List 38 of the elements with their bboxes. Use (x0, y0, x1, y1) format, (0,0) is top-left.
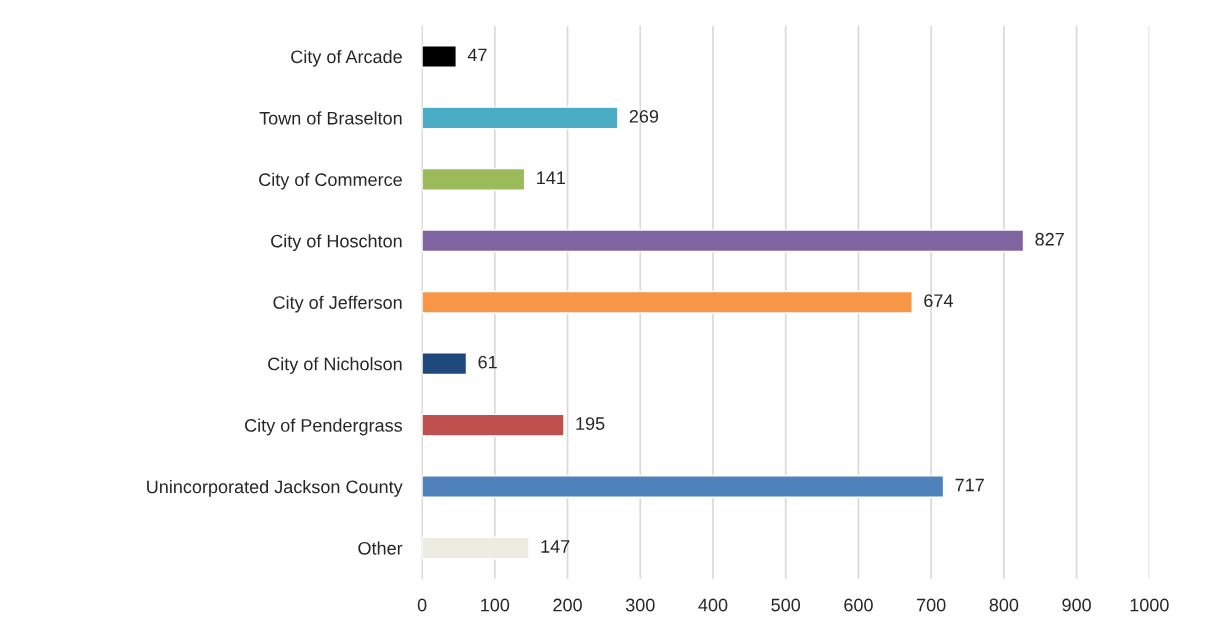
data-label: 195 (576, 417, 605, 430)
bar (422, 106, 619, 130)
data-label: 141 (537, 171, 565, 184)
bar (422, 413, 565, 437)
bar (422, 475, 945, 498)
bar (422, 229, 1025, 253)
x-tick-label: 600 (844, 598, 873, 612)
y-tick-label: City of Commerce (259, 172, 402, 190)
data-label: 827 (1035, 232, 1064, 246)
bar (422, 352, 468, 376)
data-label: 47 (467, 48, 487, 62)
x-tick-label: 700 (917, 598, 946, 612)
data-label: 269 (629, 109, 659, 123)
x-tick-label: 900 (1062, 598, 1091, 612)
y-tick-label: Town of Braselton (259, 111, 402, 125)
bar (422, 290, 913, 314)
y-tick-label: City of Jefferson (273, 295, 402, 313)
data-label: 674 (924, 294, 953, 308)
bar (422, 167, 526, 191)
data-label: 717 (955, 478, 984, 492)
y-tick-label: City of Hoschton (271, 234, 402, 252)
x-tick-label: 0 (417, 598, 427, 612)
data-label: 61 (478, 355, 497, 369)
x-tick-label: 100 (481, 598, 510, 612)
x-tick-label: 400 (698, 598, 728, 612)
y-tick-label: Other (358, 541, 403, 555)
y-tick-label: Unincorporated Jackson County (147, 479, 403, 497)
y-tick-label: City of Arcade (291, 49, 402, 67)
bar (422, 44, 457, 68)
x-tick-label: 300 (625, 598, 655, 612)
x-tick-label: 500 (771, 598, 801, 612)
x-tick-label: 1000 (1130, 598, 1169, 612)
x-tick-label: 800 (989, 598, 1019, 612)
y-tick-label: City of Pendergrass (245, 418, 403, 436)
y-tick-label: City of Nicholson (268, 357, 402, 374)
data-label: 147 (541, 540, 570, 553)
bar (422, 536, 530, 560)
x-tick-label: 200 (553, 598, 582, 612)
